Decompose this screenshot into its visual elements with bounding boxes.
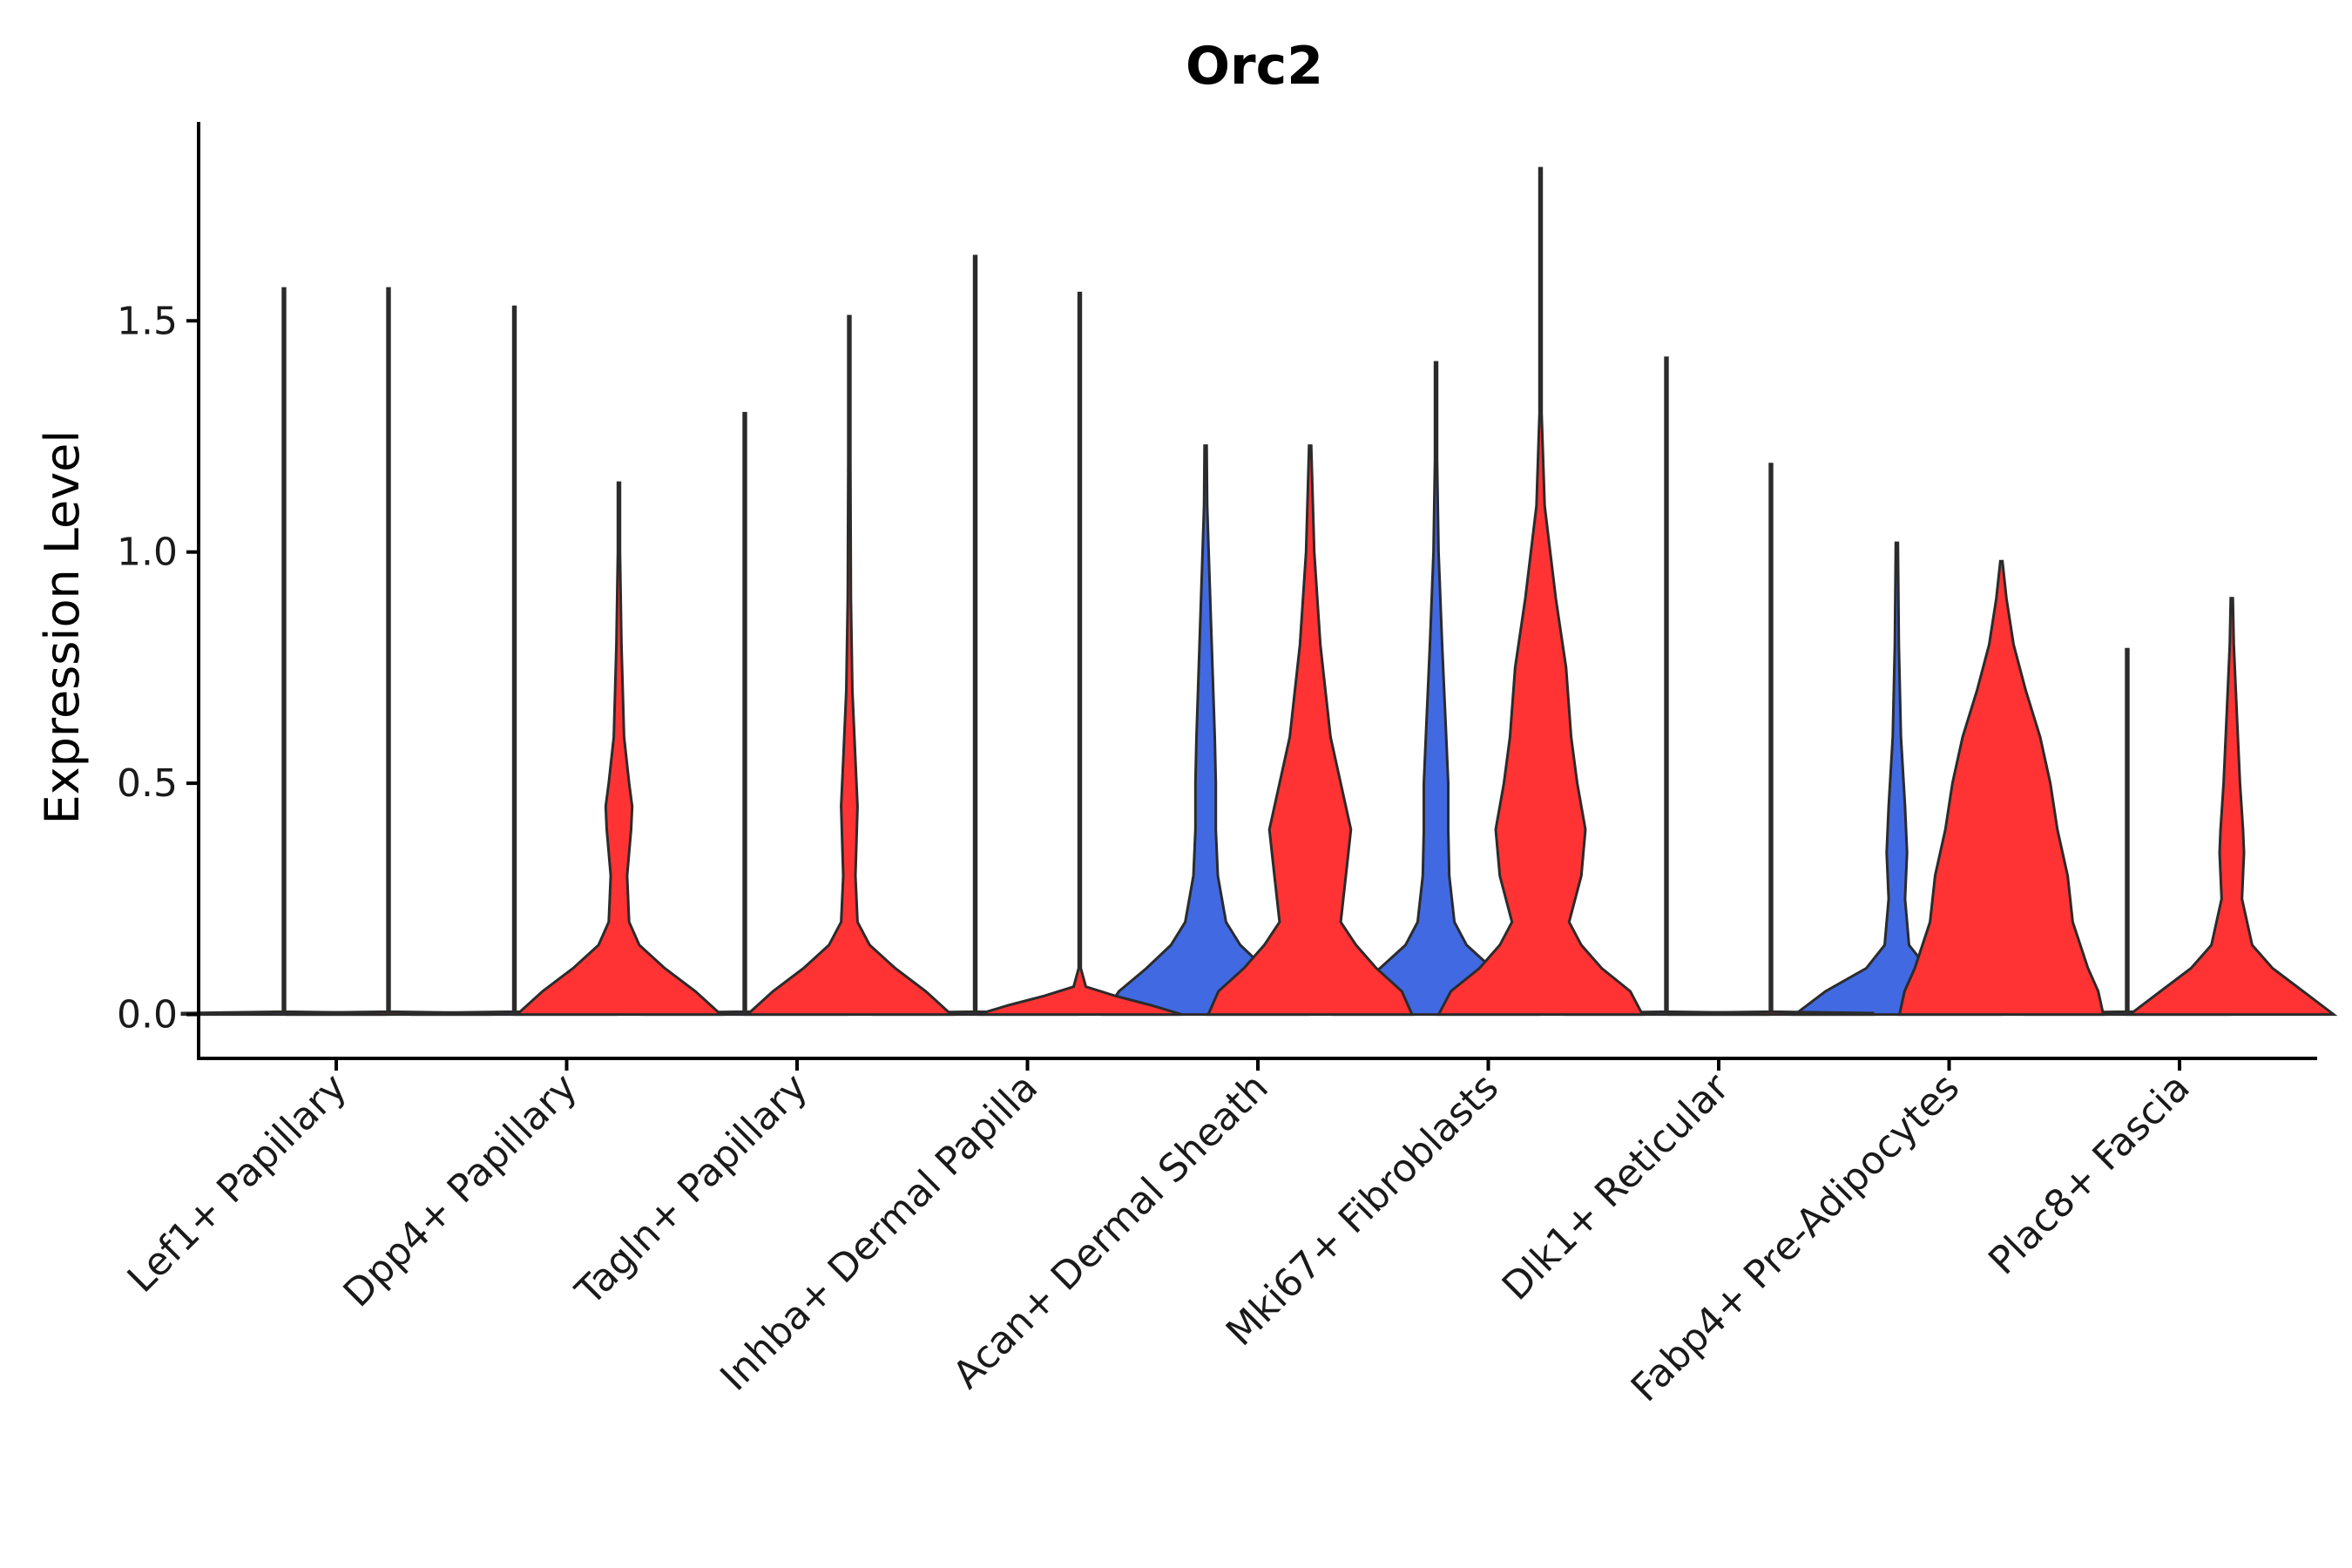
y-tick-label: 0.0 [117, 993, 178, 1037]
violin-group-blue-7 [1563, 356, 1770, 1017]
x-tick-label: Tagln+ Papillary [567, 1065, 816, 1315]
violin-group-red-4 [977, 291, 1182, 1017]
violin-group-blue-3 [641, 411, 848, 1017]
violin-group-red-1 [285, 287, 492, 1017]
violin-group-red-8 [1897, 559, 2105, 1017]
x-tick-label: Plac8+ Fascia [1980, 1065, 2199, 1284]
chart-title: Orc2 [1186, 36, 1323, 97]
x-tick-label: Dpp4+ Papillary [335, 1065, 586, 1316]
violin-group-blue-5 [1101, 444, 1310, 1017]
x-tick-label: Dlk1+ Reticular [1494, 1064, 1739, 1309]
violin-group-blue-6 [1331, 361, 1541, 1017]
y-tick-label: 0.5 [117, 761, 178, 806]
y-tick-label: 1.0 [117, 531, 178, 575]
x-tick-label: Lef1+ Papillary [119, 1065, 355, 1301]
violin-group-red-9 [2126, 597, 2338, 1017]
violin-group-blue-2 [411, 305, 618, 1017]
violin-group-red-3 [744, 314, 955, 1017]
y-axis-ticks: 0.0 0.5 1.0 1.5 [117, 299, 199, 1037]
violin-group-red-7 [1667, 463, 1875, 1017]
y-axis-title: Expression Level [35, 430, 90, 825]
violin-group-blue-1 [180, 287, 388, 1017]
violin-group-red-6 [1436, 166, 1645, 1017]
y-tick-label: 1.5 [117, 299, 178, 343]
violins-layer [180, 166, 2338, 1017]
violin-group-blue-4 [872, 254, 1078, 1017]
violin-group-red-5 [1206, 444, 1415, 1017]
violin-group-red-2 [513, 481, 725, 1017]
